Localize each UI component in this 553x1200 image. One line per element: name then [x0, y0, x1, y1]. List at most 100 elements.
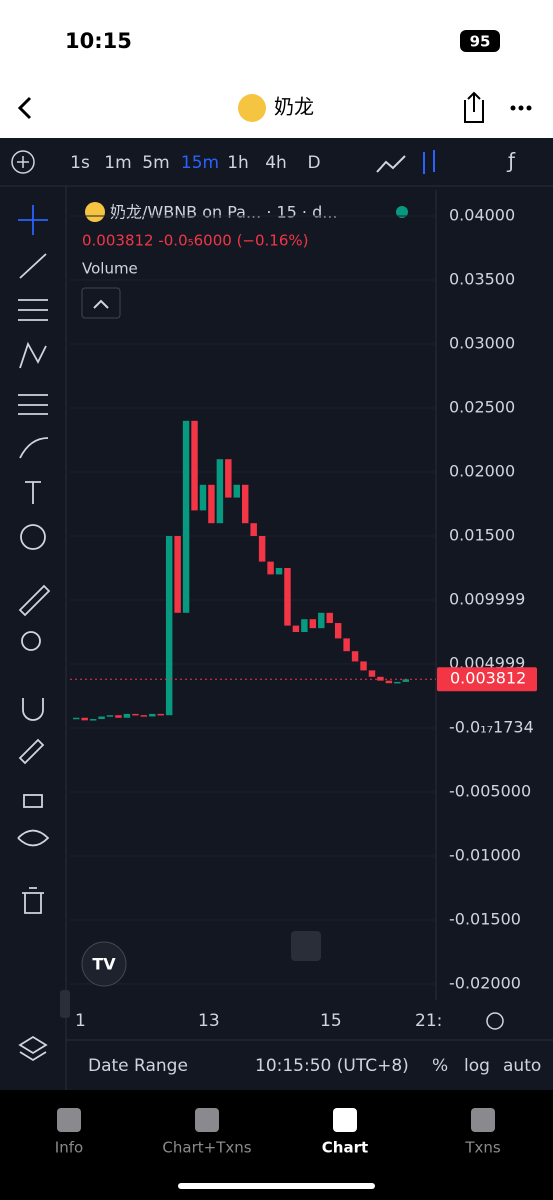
price-axis-label: 0.009999: [449, 590, 525, 609]
interval-button[interactable]: 1m: [104, 153, 131, 173]
drawing-tools[interactable]: [17, 205, 51, 1062]
candle: [258, 536, 266, 562]
price-axis-label: 0.03000: [449, 334, 515, 353]
legend-change: 0.003812 -0.0₅6000 (−0.16%): [82, 232, 309, 250]
candle: [301, 619, 308, 632]
candle: [89, 719, 97, 721]
candle: [199, 484, 207, 511]
header-title: 奶龙: [274, 95, 314, 119]
candle: [284, 568, 291, 626]
price-axis-label: -0.01500: [449, 910, 521, 929]
time-axis-label: 13: [198, 1011, 220, 1031]
collapse-icon: [93, 299, 109, 309]
candle: [250, 523, 257, 536]
time-axis-label: 15: [320, 1011, 342, 1031]
tab-label[interactable]: Chart+Txns: [162, 1139, 251, 1157]
candle: [165, 536, 173, 716]
price-axis-label: 0.01500: [449, 526, 515, 545]
price-axis-label: 0.03500: [449, 270, 515, 289]
candle: [233, 484, 240, 498]
home-indicator: [178, 1183, 375, 1189]
log-toggle[interactable]: log: [464, 1056, 490, 1076]
token-icon: [238, 94, 266, 122]
collapse-button[interactable]: [81, 287, 121, 319]
candle: [123, 713, 131, 718]
chart-type-candle[interactable]: [423, 150, 435, 174]
price-axis-label: -0.02000: [449, 974, 521, 993]
candle: [242, 484, 249, 524]
price-axis-label: 0.02500: [449, 398, 515, 417]
add-indicator[interactable]: [11, 150, 35, 174]
reset-button[interactable]: [291, 931, 321, 961]
top-background: [0, 0, 553, 138]
candle: [385, 680, 393, 684]
candle: [343, 638, 350, 652]
chart-type-line[interactable]: [376, 155, 406, 173]
candle: [208, 484, 215, 524]
current-price-label: 0.003812: [450, 669, 526, 688]
legend-title: 奶龙/WBNB on Pa... · 15 · d...: [110, 203, 338, 222]
tab-icon: [333, 1108, 357, 1132]
candle: [267, 561, 274, 575]
interval-button[interactable]: 15m: [181, 153, 219, 173]
side-toggle[interactable]: [60, 990, 70, 1018]
tab-label[interactable]: Chart: [322, 1139, 368, 1157]
auto-toggle[interactable]: auto: [503, 1056, 541, 1076]
indicators-button[interactable]: ƒ: [506, 149, 516, 173]
candle: [275, 568, 283, 575]
interval-button[interactable]: 1s: [70, 153, 90, 173]
candle: [157, 713, 164, 716]
candle: [81, 717, 88, 721]
tab-label[interactable]: Txns: [464, 1139, 501, 1157]
price-axis-label: -0.005000: [449, 782, 531, 801]
candle: [360, 661, 367, 671]
share-button[interactable]: [464, 91, 484, 123]
more-button[interactable]: [510, 105, 532, 111]
back-button[interactable]: [17, 96, 32, 120]
candle: [292, 625, 300, 632]
candle: [334, 623, 342, 639]
tab-icon: [195, 1108, 219, 1132]
battery: [460, 30, 500, 52]
price-axis-label: -0.0₁₇1734: [449, 718, 534, 737]
candle: [106, 715, 114, 717]
candle: [402, 679, 409, 682]
live-indicator: [396, 206, 408, 218]
interval-button[interactable]: 4h: [265, 153, 287, 173]
candle: [318, 612, 325, 629]
interval-button[interactable]: D: [307, 153, 320, 173]
volume-label: Volume: [82, 260, 138, 278]
candle: [149, 713, 156, 717]
clock: 10:15:50 (UTC+8): [255, 1056, 409, 1076]
candle: [351, 651, 359, 662]
tab-background: [0, 1090, 553, 1200]
candle: [394, 681, 401, 684]
candle: [326, 612, 333, 624]
interval-button[interactable]: 1h: [227, 153, 249, 173]
add-icon: [17, 156, 29, 168]
percent-toggle[interactable]: %: [432, 1056, 448, 1076]
status-time: 10:15: [65, 29, 132, 53]
candles: [73, 420, 409, 721]
candle: [368, 670, 376, 677]
time-axis-label: 1: [75, 1011, 86, 1031]
price-axis-label: 0.02000: [449, 462, 515, 481]
tab-label[interactable]: Info: [55, 1139, 83, 1157]
date-range[interactable]: Date Range: [88, 1056, 188, 1076]
tv-logo: [81, 941, 127, 987]
interval-button[interactable]: 5m: [142, 153, 169, 173]
battery-level: 95: [470, 33, 491, 51]
grid: [70, 215, 436, 985]
candle: [191, 420, 198, 511]
current-price-tag: [437, 667, 537, 692]
candle: [132, 713, 139, 716]
legend-icon: [85, 202, 105, 222]
time-axis-label: 21:: [415, 1011, 442, 1031]
candle: [140, 715, 148, 717]
settings-button[interactable]: [486, 1012, 504, 1030]
price-axis-label: 0.04000: [449, 206, 515, 225]
tab-icon: [57, 1108, 81, 1132]
candle: [182, 420, 190, 613]
tv-logo-text: TV: [92, 955, 116, 974]
